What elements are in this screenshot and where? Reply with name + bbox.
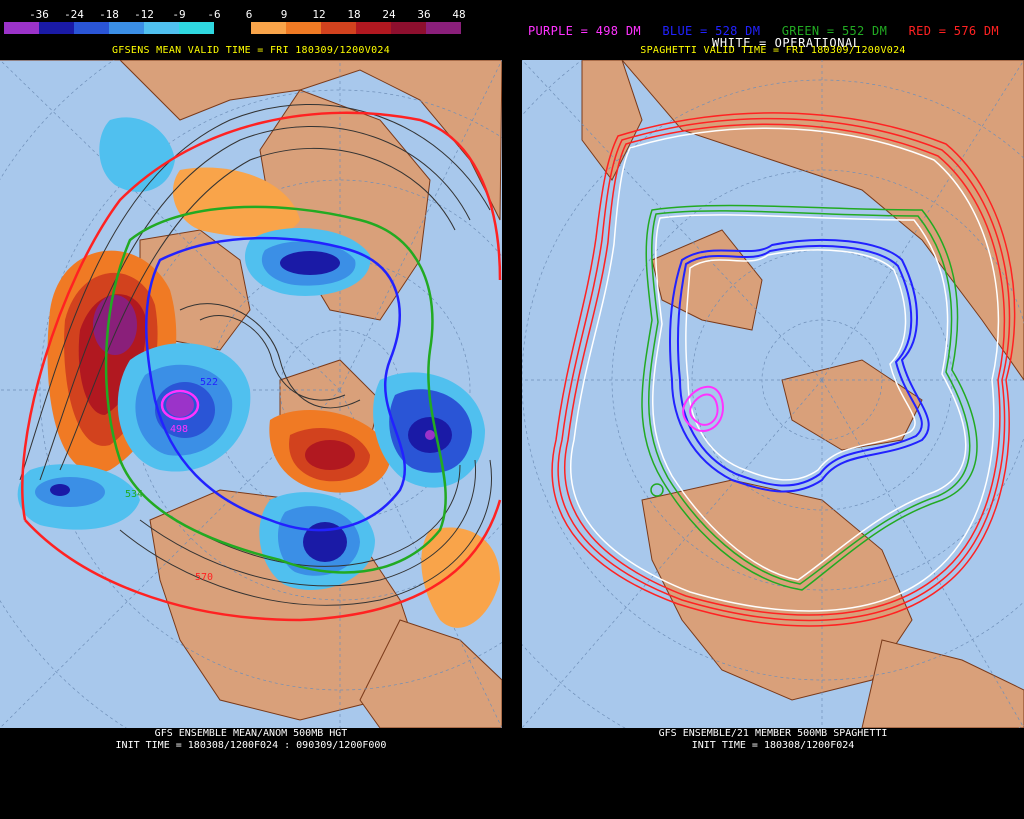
left-polar-map: 498 534 522 570: [0, 60, 502, 728]
contour-label-522: 522: [200, 377, 218, 388]
colorbar-swatch: [426, 22, 461, 34]
colorbar-swatch: [356, 22, 391, 34]
colorbar-swatch: [179, 22, 214, 34]
colorbar-label: -12: [134, 8, 154, 21]
left-footer-title: GFS ENSEMBLE MEAN/ANOM 500MB HGT: [154, 728, 348, 739]
colorbar-swatch: [214, 22, 251, 36]
right-polar-map: [522, 60, 1024, 728]
spaghetti-576: [551, 112, 1016, 627]
colorbar-label: 18: [347, 8, 361, 21]
spaghetti-498: [682, 385, 724, 432]
right-footer-init: INIT TIME = 180308/1200F024: [691, 740, 855, 751]
legend-operational: WHITE = OPERATIONAL: [712, 36, 861, 50]
left-footer-init: INIT TIME = 180308/1200F024 : 090309/120…: [115, 740, 387, 751]
left-valid-time-title: GFSENS MEAN VALID TIME = FRI 180309/1200…: [111, 45, 391, 56]
ensemble-mean-anomaly-panel: -36 -24 -18 -12 -9 -6 6 9 12 18 24 36 48 GFSENS MEAN…: [0, 0, 502, 819]
spaghetti-panel: PURPLE = 498 DM BLUE = 528 DM GREEN = 55…: [522, 0, 1024, 819]
colorbar-label: -9: [172, 8, 186, 21]
legend-blue: BLUE = 528 DM: [662, 24, 761, 38]
contour-label-534: 534: [125, 489, 143, 500]
colorbar-swatch: [74, 22, 109, 34]
colorbar-swatch: [4, 22, 39, 34]
colorbar-label: -36: [29, 8, 49, 21]
spaghetti-legend: PURPLE = 498 DM BLUE = 528 DM GREEN = 55…: [528, 24, 1013, 38]
colorbar-label: 6: [245, 8, 253, 21]
right-footer-title: GFS ENSEMBLE/21 MEMBER 500MB SPAGHETTI: [658, 728, 888, 739]
right-valid-time-title: SPAGHETTI VALID TIME = FRI 180309/1200V0…: [640, 45, 906, 56]
legend-purple: PURPLE = 498 DM: [528, 24, 641, 38]
spaghetti-552: [641, 204, 978, 591]
colorbar-label: 12: [312, 8, 326, 21]
colorbar-label: 24: [382, 8, 396, 21]
legend-green: GREEN = 552 DM: [781, 24, 888, 38]
colorbar-swatch: [391, 22, 426, 34]
panel-divider: [502, 0, 522, 819]
colorbar-swatch: [39, 22, 74, 34]
legend-red: RED = 576 DM: [908, 24, 999, 38]
colorbar-swatch: [251, 22, 286, 34]
colorbar-label: 36: [417, 8, 431, 21]
colorbar-label: 9: [280, 8, 288, 21]
negative-anomalies: [17, 117, 485, 590]
colorbar-swatch: [109, 22, 144, 34]
operational-552: [652, 214, 967, 581]
positive-anomaly-central: [172, 167, 500, 628]
height-contours: [19, 103, 492, 606]
key-contours: [21, 111, 502, 622]
colorbar-swatch: [286, 22, 321, 34]
colorbar-swatch: [321, 22, 356, 34]
land-masses: [581, 60, 1024, 728]
contour-label-498: 498: [170, 424, 188, 435]
operational-576: [569, 127, 1000, 612]
colorbar-label: -6: [207, 8, 221, 21]
colorbar-label: -18: [99, 8, 119, 21]
operational-528: [685, 249, 916, 481]
green-cutoff-low: [650, 483, 664, 497]
contour-label-570: 570: [195, 572, 213, 583]
colorbar-label: 48: [452, 8, 466, 21]
colorbar-swatch: [144, 22, 179, 34]
anomaly-colorbar: [4, 22, 461, 36]
colorbar-label: -24: [64, 8, 84, 21]
